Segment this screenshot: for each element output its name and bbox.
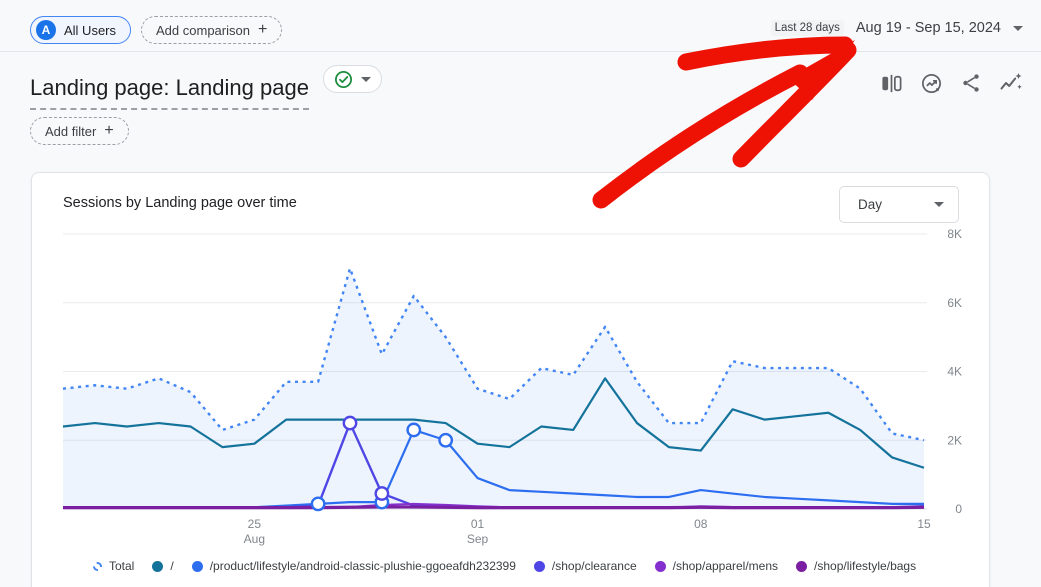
legend-dashed-ring-icon [93, 561, 102, 571]
segment-chip-all-users[interactable]: A All Users [30, 16, 132, 44]
chevron-down-icon [934, 202, 944, 207]
add-filter-button[interactable]: Add filter + [30, 117, 129, 145]
chevron-down-icon [361, 76, 372, 82]
svg-text:4K: 4K [947, 365, 962, 379]
edit-comparisons-icon[interactable] [879, 71, 903, 95]
plus-icon: + [257, 21, 268, 38]
legend-dot-icon [654, 560, 666, 572]
add-comparison-label: Add comparison [156, 22, 250, 38]
granularity-value: Day [858, 197, 883, 212]
legend-item[interactable]: /product/lifestyle/android-classic-plush… [191, 559, 516, 573]
svg-text:0: 0 [955, 502, 962, 516]
sessions-line-chart: 8K 6K 4K 2K 0 25 Aug 01 Sep 08 15 [61, 227, 962, 557]
date-preset-label: Last 28 days [770, 20, 844, 36]
svg-text:6K: 6K [947, 296, 962, 310]
chart-plot-area: 8K 6K 4K 2K 0 25 Aug 01 Sep 08 15 [62, 227, 962, 546]
report-status-badge[interactable] [323, 65, 383, 93]
svg-text:8K: 8K [947, 227, 962, 241]
segment-chip-label: All Users [64, 22, 117, 38]
legend-label: /shop/lifestyle/bags [814, 559, 917, 573]
chart-card: Sessions by Landing page over time Day 8… [31, 172, 990, 587]
granularity-select[interactable]: Day [839, 186, 959, 223]
legend-label: /shop/apparel/mens [672, 559, 779, 573]
svg-text:15: 15 [917, 517, 931, 531]
segment-avatar: A [36, 20, 56, 40]
top-bar: A All Users Add comparison + Last 28 day… [0, 0, 1041, 52]
legend-dot-icon [152, 560, 164, 572]
legend-dot-icon [191, 560, 203, 572]
legend-item[interactable]: /shop/clearance [533, 559, 637, 573]
legend-dot-icon [796, 560, 808, 572]
legend-label: / [170, 559, 174, 573]
date-range-label: Aug 19 - Sep 15, 2024 [855, 20, 1001, 36]
svg-text:2K: 2K [947, 433, 962, 447]
report-header: Landing page: Landing page [30, 65, 1025, 110]
share-icon[interactable] [959, 71, 983, 95]
chart-legend: Total / /product/lifestyle/android-classic… [93, 559, 959, 573]
add-comparison-button[interactable]: Add comparison + [141, 16, 283, 44]
legend-label: Total [109, 559, 135, 573]
plus-icon: + [104, 122, 114, 139]
check-circle-icon [335, 70, 353, 88]
legend-dot-icon [533, 560, 545, 572]
legend-item[interactable]: /shop/lifestyle/bags [796, 559, 916, 573]
svg-text:08: 08 [694, 517, 708, 531]
page-title: Landing page: Landing page [30, 75, 309, 110]
legend-item[interactable]: Total [93, 559, 134, 573]
insights-spark-icon[interactable] [999, 71, 1023, 95]
legend-label: /product/lifestyle/android-classic-plush… [209, 559, 516, 573]
chart-title: Sessions by Landing page over time [63, 195, 297, 211]
legend-item[interactable]: / [152, 559, 174, 573]
legend-item[interactable]: /shop/apparel/mens [654, 559, 779, 573]
chevron-down-icon [1013, 25, 1023, 31]
date-range-picker[interactable]: Last 28 days Aug 19 - Sep 15, 2024 [770, 20, 1023, 36]
insights-circle-icon[interactable] [919, 71, 943, 95]
add-filter-label: Add filter [45, 123, 97, 139]
legend-label: /shop/clearance [551, 559, 637, 573]
